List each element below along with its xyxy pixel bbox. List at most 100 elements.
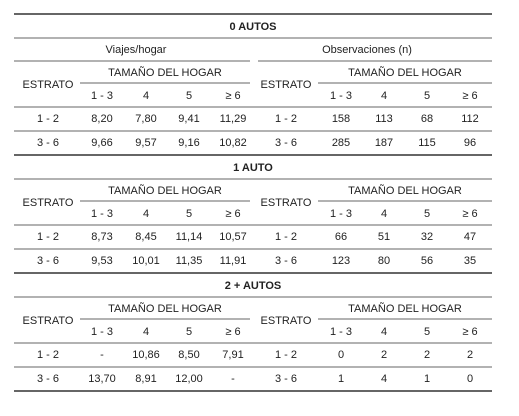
row-header: 3 - 6 xyxy=(37,137,59,149)
cell: 9,57 xyxy=(135,137,156,149)
group-header: TAMAÑO DEL HOGAR xyxy=(108,66,222,79)
cell: 0 xyxy=(467,373,473,385)
group-header: TAMAÑO DEL HOGAR xyxy=(108,184,222,197)
cell: 80 xyxy=(378,255,390,267)
cell: 1 xyxy=(338,373,344,385)
cell: 47 xyxy=(464,231,476,243)
cell: 7,91 xyxy=(222,349,243,361)
cell: 2 xyxy=(381,349,387,361)
cell: 13,70 xyxy=(88,373,116,385)
column-header: 4 xyxy=(381,208,387,220)
cell: 8,73 xyxy=(91,231,112,243)
row-header: 3 - 6 xyxy=(275,137,297,149)
column-header: 4 xyxy=(381,326,387,338)
cell: 12,00 xyxy=(175,373,203,385)
cell: 11,91 xyxy=(220,255,247,267)
cell: 11,14 xyxy=(176,231,203,243)
cell: 35 xyxy=(464,255,476,267)
column-header: 1 - 3 xyxy=(91,90,113,102)
cell: 11,35 xyxy=(176,255,203,267)
column-header: ≥ 6 xyxy=(462,208,477,220)
column-header: ≥ 6 xyxy=(225,90,240,102)
column-header: ≥ 6 xyxy=(225,326,240,338)
cell: 68 xyxy=(421,113,433,125)
column-header: 4 xyxy=(143,326,149,338)
column-header: 5 xyxy=(186,90,192,102)
group-header: TAMAÑO DEL HOGAR xyxy=(348,302,462,315)
cell: 9,16 xyxy=(178,137,199,149)
cell: 8,45 xyxy=(135,231,156,243)
section-title: 1 AUTO xyxy=(233,162,273,174)
cell: 66 xyxy=(335,231,347,243)
stub-header: ESTRATO xyxy=(261,315,312,327)
row-header: 1 - 2 xyxy=(275,349,297,361)
cell: 9,53 xyxy=(91,255,112,267)
column-header: 5 xyxy=(186,208,192,220)
cell: 112 xyxy=(461,113,479,125)
group-header: TAMAÑO DEL HOGAR xyxy=(348,184,462,197)
column-header: 5 xyxy=(424,208,430,220)
column-header: 4 xyxy=(381,90,387,102)
cell: 158 xyxy=(332,113,350,125)
column-header: 5 xyxy=(186,326,192,338)
cell: 2 xyxy=(424,349,430,361)
column-header: 1 - 3 xyxy=(91,208,113,220)
cell: 56 xyxy=(421,255,433,267)
cell: - xyxy=(100,349,104,361)
cell: 4 xyxy=(381,373,387,385)
cell: 2 xyxy=(467,349,473,361)
cell: 8,91 xyxy=(135,373,156,385)
cell: - xyxy=(231,373,235,385)
cell: 32 xyxy=(421,231,433,243)
row-header: 1 - 2 xyxy=(275,231,297,243)
stub-header: ESTRATO xyxy=(23,197,74,209)
stub-header: ESTRATO xyxy=(261,197,312,209)
cell: 123 xyxy=(332,255,350,267)
column-header: ≥ 6 xyxy=(462,90,477,102)
cell: 285 xyxy=(332,137,350,149)
section-title: 2 + AUTOS xyxy=(225,280,282,292)
cell: 8,50 xyxy=(178,349,199,361)
row-header: 1 - 2 xyxy=(275,113,297,125)
cell: 0 xyxy=(338,349,344,361)
cell: 51 xyxy=(378,231,390,243)
column-header: 4 xyxy=(143,90,149,102)
row-header: 1 - 2 xyxy=(37,113,59,125)
row-header: 3 - 6 xyxy=(275,373,297,385)
cell: 113 xyxy=(375,113,393,125)
cell: 1 xyxy=(424,373,430,385)
subheader: Observaciones (n) xyxy=(322,44,412,56)
cell: 8,20 xyxy=(91,113,112,125)
cell: 10,57 xyxy=(219,231,247,243)
row-header: 3 - 6 xyxy=(37,373,59,385)
column-header: ≥ 6 xyxy=(225,208,240,220)
cell: 10,86 xyxy=(132,349,160,361)
section-title: 0 AUTOS xyxy=(229,21,276,33)
cell: 187 xyxy=(375,137,393,149)
group-header: TAMAÑO DEL HOGAR xyxy=(108,302,222,315)
row-header: 1 - 2 xyxy=(37,349,59,361)
cell: 115 xyxy=(418,137,436,149)
column-header: 1 - 3 xyxy=(91,326,113,338)
column-header: 1 - 3 xyxy=(330,326,352,338)
column-header: ≥ 6 xyxy=(462,326,477,338)
row-header: 1 - 2 xyxy=(37,231,59,243)
cell: 9,41 xyxy=(178,113,199,125)
stub-header: ESTRATO xyxy=(261,79,312,91)
subheader: Viajes/hogar xyxy=(106,44,167,56)
cell: 10,01 xyxy=(132,255,160,267)
column-header: 5 xyxy=(424,90,430,102)
row-header: 3 - 6 xyxy=(275,255,297,267)
column-header: 1 - 3 xyxy=(330,208,352,220)
cell: 96 xyxy=(464,137,476,149)
column-header: 5 xyxy=(424,326,430,338)
column-header: 4 xyxy=(143,208,149,220)
cell: 7,80 xyxy=(135,113,156,125)
cell: 9,66 xyxy=(91,137,112,149)
cell: 11,29 xyxy=(220,113,247,125)
cell: 10,82 xyxy=(219,137,247,149)
group-header: TAMAÑO DEL HOGAR xyxy=(348,66,462,79)
column-header: 1 - 3 xyxy=(330,90,352,102)
